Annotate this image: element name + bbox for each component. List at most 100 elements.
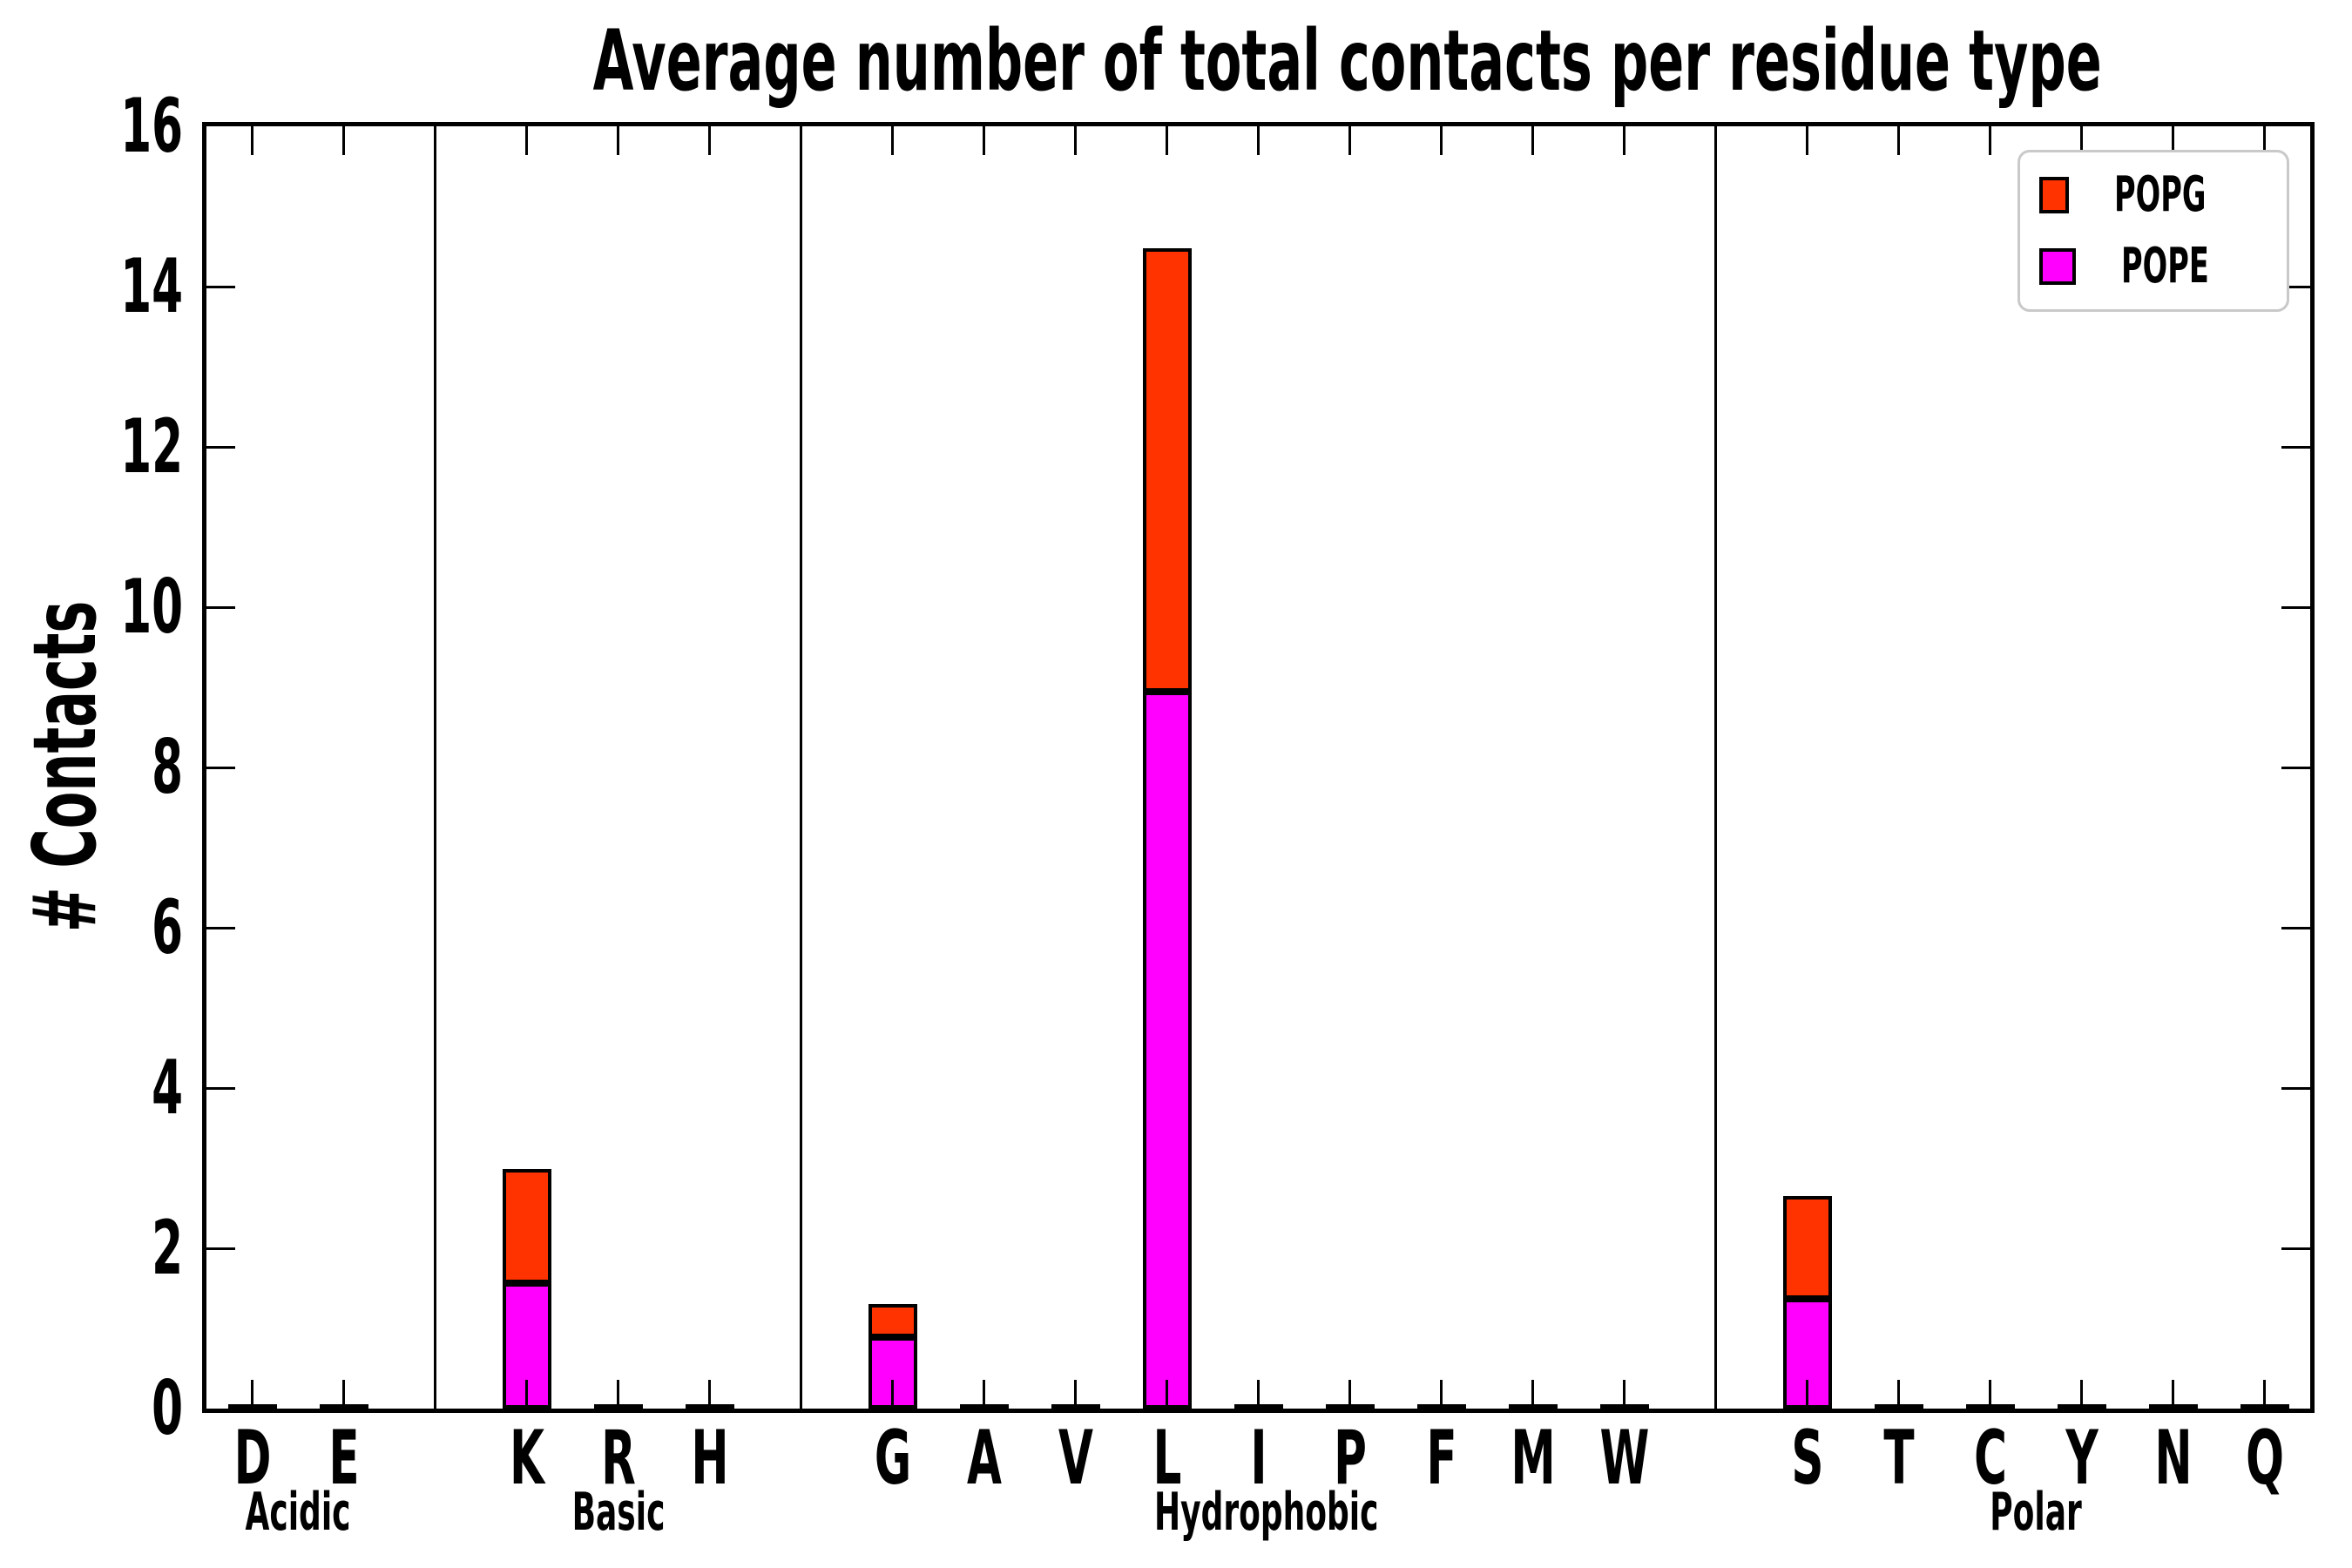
x-tick-label-W: W <box>1599 1415 1649 1502</box>
group-label-polar: Polar <box>1990 1482 2082 1543</box>
x-tick-bottom-A <box>983 1380 985 1409</box>
x-tick-label-H: H <box>690 1415 729 1502</box>
x-tick-label-A: A <box>966 1415 1002 1502</box>
y-tick-label-10: 10 <box>120 564 183 651</box>
bar-G-POPG <box>868 1304 917 1338</box>
y-tick-right-12 <box>2281 445 2310 449</box>
y-tick-label-2: 2 <box>152 1205 183 1292</box>
x-tick-bottom-M <box>1531 1380 1534 1409</box>
bar-L-POPG <box>1142 247 1192 692</box>
group-separator <box>434 126 436 1409</box>
y-tick-label-12: 12 <box>120 403 183 490</box>
x-tick-bottom-R <box>617 1380 619 1409</box>
y-tick-label-16: 16 <box>120 83 183 170</box>
x-tick-label-P: P <box>1333 1415 1367 1502</box>
group-separator <box>800 126 802 1409</box>
x-tick-top-W <box>1623 126 1625 155</box>
x-tick-bottom-I <box>1257 1380 1260 1409</box>
legend-label-pope: POPE <box>2121 238 2209 294</box>
bar-K-POPE <box>502 1283 551 1409</box>
x-tick-bottom-F <box>1440 1380 1443 1409</box>
x-tick-bottom-N <box>2172 1380 2174 1409</box>
x-tick-top-N <box>2172 126 2174 155</box>
bar-K-POPG <box>502 1168 551 1284</box>
x-tick-bottom-S <box>1806 1380 1808 1409</box>
x-tick-bottom-K <box>525 1380 528 1409</box>
group-label-hydrophobic: Hydrophobic <box>1153 1482 1378 1543</box>
x-tick-top-D <box>251 126 253 155</box>
x-tick-bottom-W <box>1623 1380 1625 1409</box>
y-tick-left-6 <box>206 926 235 929</box>
x-tick-label-S: S <box>1790 1415 1824 1502</box>
x-tick-bottom-Q <box>2263 1380 2266 1409</box>
x-tick-top-L <box>1166 126 1168 155</box>
y-tick-label-6: 6 <box>152 884 183 971</box>
x-tick-label-G: G <box>874 1415 911 1502</box>
plot-frame <box>202 122 2315 1413</box>
x-tick-top-F <box>1440 126 1443 155</box>
x-tick-top-R <box>617 126 619 155</box>
x-tick-label-T: T <box>1882 1415 1915 1502</box>
x-tick-label-D: D <box>233 1415 271 1502</box>
x-tick-bottom-C <box>1989 1380 1991 1409</box>
legend-swatch-pope <box>2039 248 2077 285</box>
x-tick-top-P <box>1348 126 1351 155</box>
x-tick-top-I <box>1257 126 1260 155</box>
chart-title: Average number of total contacts per res… <box>592 12 2102 110</box>
group-separator <box>1714 126 1717 1409</box>
y-tick-label-4: 4 <box>152 1044 183 1132</box>
x-tick-label-Y: Y <box>2065 1415 2099 1502</box>
x-tick-label-E: E <box>328 1415 360 1502</box>
x-tick-bottom-D <box>251 1380 253 1409</box>
y-axis-label: # Contacts <box>14 600 116 933</box>
x-tick-label-I: I <box>1249 1415 1267 1502</box>
x-tick-top-C <box>1989 126 1991 155</box>
y-tick-left-2 <box>206 1247 235 1250</box>
y-tick-right-8 <box>2281 766 2310 769</box>
legend-item-popg: POPG <box>2039 171 2268 220</box>
x-tick-top-V <box>1074 126 1077 155</box>
y-tick-left-4 <box>206 1086 235 1090</box>
x-tick-bottom-T <box>1897 1380 1900 1409</box>
x-tick-bottom-G <box>891 1380 894 1409</box>
x-tick-top-G <box>891 126 894 155</box>
x-tick-label-Q: Q <box>2245 1415 2284 1502</box>
y-tick-right-10 <box>2281 605 2310 609</box>
y-tick-right-6 <box>2281 926 2310 929</box>
x-tick-label-F: F <box>1425 1415 1457 1502</box>
x-tick-label-M: M <box>1510 1415 1556 1502</box>
y-tick-label-0: 0 <box>152 1365 183 1452</box>
x-tick-label-R: R <box>600 1415 636 1502</box>
group-label-basic: Basic <box>571 1482 665 1543</box>
x-tick-label-L: L <box>1152 1415 1181 1502</box>
x-tick-bottom-V <box>1074 1380 1077 1409</box>
legend-item-pope: POPE <box>2039 242 2268 291</box>
x-tick-label-K: K <box>509 1415 544 1502</box>
x-tick-bottom-H <box>708 1380 711 1409</box>
x-tick-top-Y <box>2080 126 2083 155</box>
x-tick-bottom-L <box>1166 1380 1168 1409</box>
x-tick-label-C: C <box>1973 1415 2007 1502</box>
y-tick-left-14 <box>206 285 235 288</box>
x-tick-top-T <box>1897 126 1900 155</box>
y-tick-left-10 <box>206 605 235 609</box>
x-tick-label-V: V <box>1058 1415 1093 1502</box>
x-tick-bottom-P <box>1348 1380 1351 1409</box>
y-tick-label-8: 8 <box>152 724 183 811</box>
x-tick-top-A <box>983 126 985 155</box>
x-tick-top-K <box>525 126 528 155</box>
y-tick-right-4 <box>2281 1086 2310 1090</box>
x-tick-top-H <box>708 126 711 155</box>
legend: POPG POPE <box>2017 150 2289 312</box>
x-tick-bottom-E <box>342 1380 345 1409</box>
x-tick-top-Q <box>2263 126 2266 155</box>
bar-L-POPE <box>1142 691 1192 1409</box>
y-tick-left-12 <box>206 445 235 449</box>
bar-S-POPG <box>1782 1196 1832 1299</box>
y-tick-label-14: 14 <box>120 243 183 330</box>
y-tick-right-2 <box>2281 1247 2310 1250</box>
x-tick-top-S <box>1806 126 1808 155</box>
legend-swatch-popg <box>2039 177 2070 213</box>
x-tick-label-N: N <box>2153 1415 2193 1502</box>
